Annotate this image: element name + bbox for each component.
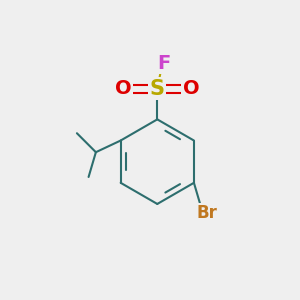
Text: O: O: [182, 79, 199, 98]
Text: S: S: [150, 79, 165, 99]
Text: F: F: [158, 54, 171, 73]
Text: O: O: [116, 79, 132, 98]
Text: Br: Br: [196, 204, 217, 222]
